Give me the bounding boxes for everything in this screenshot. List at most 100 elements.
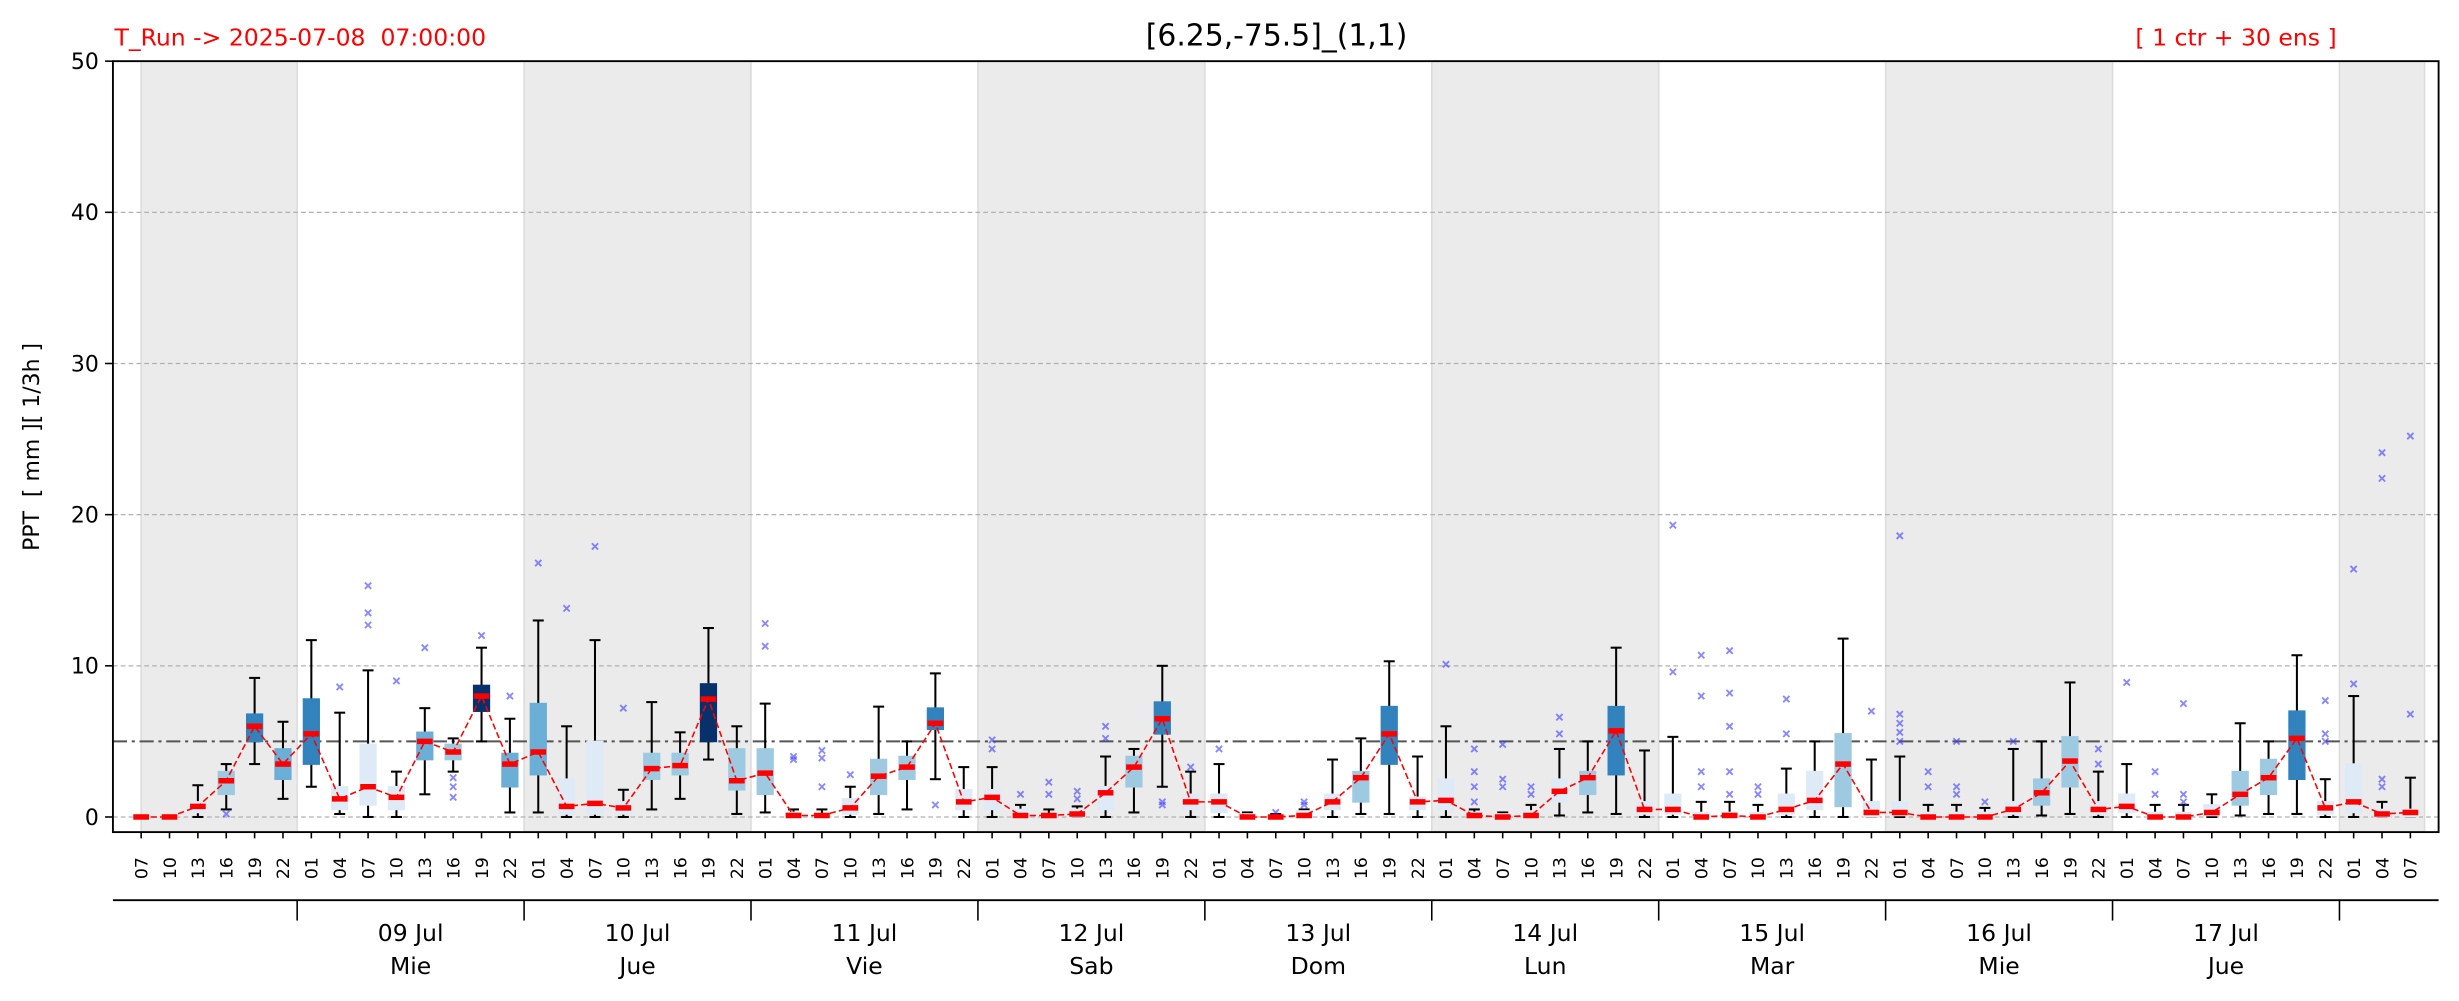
outlier bbox=[1952, 790, 1961, 799]
day-weekday: Mie bbox=[1978, 952, 2019, 980]
x-tick-label: 01 bbox=[1891, 857, 1911, 879]
x-tick-label: 07 bbox=[1948, 857, 1968, 879]
outlier bbox=[761, 619, 769, 628]
x-tick-label: 01 bbox=[303, 857, 323, 879]
x-tick-label: 07 bbox=[359, 857, 379, 879]
x-tick-label: 13 bbox=[1097, 857, 1117, 879]
x-tick-label: 13 bbox=[1324, 857, 1344, 879]
outlier bbox=[364, 581, 372, 590]
x-tick-label: 01 bbox=[756, 857, 776, 879]
outlier bbox=[506, 692, 514, 700]
outlier bbox=[2009, 737, 2018, 746]
outlier bbox=[846, 770, 855, 779]
x-tick-label: 07 bbox=[1040, 857, 1060, 879]
outlier bbox=[1896, 728, 1904, 737]
outlier bbox=[818, 782, 826, 791]
x-tick-label: 13 bbox=[2231, 857, 2251, 879]
x-tick-label: 16 bbox=[1579, 857, 1599, 879]
x-tick-label: 16 bbox=[2033, 857, 2053, 879]
x-tick-label: 19 bbox=[1154, 857, 1174, 879]
day-weekday: Jue bbox=[617, 952, 655, 980]
day-weekday: Dom bbox=[1291, 952, 1346, 980]
x-tick-label: 22 bbox=[1409, 857, 1429, 879]
x-tick-label: 22 bbox=[2090, 857, 2110, 879]
x-tick-label: 04 bbox=[1239, 857, 1259, 879]
x-tick-label: 10 bbox=[1976, 857, 1996, 879]
outlier bbox=[335, 683, 344, 691]
outlier bbox=[1725, 722, 1734, 731]
x-tick-label: 07 bbox=[813, 857, 833, 879]
outlier bbox=[1215, 745, 1223, 753]
x-tick-label: 13 bbox=[416, 857, 436, 879]
x-tick-label: 04 bbox=[1693, 857, 1713, 879]
box bbox=[926, 707, 945, 731]
box bbox=[728, 748, 746, 791]
x-tick-label: 07 bbox=[132, 857, 152, 879]
outlier bbox=[1725, 646, 1734, 655]
box bbox=[2118, 793, 2136, 814]
outlier bbox=[1867, 707, 1876, 715]
x-tick-label: 16 bbox=[1125, 857, 1145, 879]
x-tick-label: 10 bbox=[1522, 857, 1542, 879]
x-tick-label: 19 bbox=[1380, 857, 1400, 879]
x-tick-label: 19 bbox=[2288, 857, 2308, 879]
x-tick-label: 01 bbox=[2118, 857, 2138, 879]
outlier bbox=[562, 604, 571, 613]
x-tick-label: 10 bbox=[842, 857, 862, 879]
y-tick-label: 40 bbox=[71, 201, 99, 226]
outlier bbox=[761, 642, 769, 650]
outlier bbox=[2378, 782, 2386, 791]
outlier bbox=[1697, 767, 1706, 776]
outlier bbox=[1470, 767, 1479, 776]
x-tick-label: 07 bbox=[2402, 857, 2422, 879]
x-tick-label: 10 bbox=[1295, 857, 1315, 879]
chart-title: [6.25,-75.5]_(1,1) bbox=[1146, 18, 1408, 53]
day-date: 11 Jul bbox=[832, 919, 898, 947]
x-tick-label: 19 bbox=[1834, 857, 1854, 879]
x-tick-label: 19 bbox=[700, 857, 720, 879]
y-tick-label: 0 bbox=[85, 806, 99, 831]
members-label: [ 1 ctr + 30 ens ] bbox=[2135, 23, 2336, 51]
x-tick-label: 22 bbox=[728, 857, 748, 879]
day-weekday: Lun bbox=[1524, 952, 1567, 980]
day-weekday: Mie bbox=[390, 952, 431, 980]
day-weekday: Vie bbox=[846, 952, 883, 980]
x-tick-label: 19 bbox=[473, 857, 493, 879]
box bbox=[1125, 755, 1143, 788]
x-tick-label: 04 bbox=[785, 857, 805, 879]
outlier bbox=[1470, 782, 1479, 791]
outlier bbox=[1470, 798, 1479, 806]
x-tick-label: 04 bbox=[1466, 857, 1486, 879]
day-date: 09 Jul bbox=[378, 919, 444, 947]
outlier bbox=[2122, 678, 2131, 687]
x-tick-label: 16 bbox=[1352, 857, 1372, 879]
y-tick-label: 20 bbox=[71, 503, 99, 528]
box bbox=[2231, 770, 2249, 806]
x-tick-label: 01 bbox=[1437, 857, 1457, 879]
day-weekday: Jue bbox=[2206, 952, 2244, 980]
outlier bbox=[818, 754, 826, 762]
x-tick-label: 13 bbox=[643, 857, 663, 879]
outlier bbox=[1158, 798, 1167, 806]
outlier bbox=[449, 782, 457, 791]
x-tick-label: 10 bbox=[388, 857, 408, 879]
box bbox=[1834, 733, 1852, 808]
outlier bbox=[421, 643, 429, 652]
x-tick-label: 19 bbox=[927, 857, 947, 879]
outlier bbox=[1896, 737, 1904, 746]
outlier bbox=[364, 609, 372, 617]
outlier bbox=[1697, 782, 1706, 791]
outlier bbox=[1952, 782, 1961, 791]
outlier bbox=[2151, 767, 2159, 776]
outlier bbox=[591, 542, 599, 551]
outlier bbox=[1527, 790, 1535, 799]
outlier bbox=[789, 752, 798, 761]
x-tick-label: 16 bbox=[2260, 857, 2280, 879]
x-tick-label: 01 bbox=[530, 857, 550, 879]
outlier bbox=[1725, 689, 1734, 697]
day-date: 16 Jul bbox=[1966, 919, 2032, 947]
x-tick-label: 13 bbox=[1778, 857, 1798, 879]
outlier bbox=[392, 677, 401, 685]
x-tick-label: 04 bbox=[2373, 857, 2393, 879]
